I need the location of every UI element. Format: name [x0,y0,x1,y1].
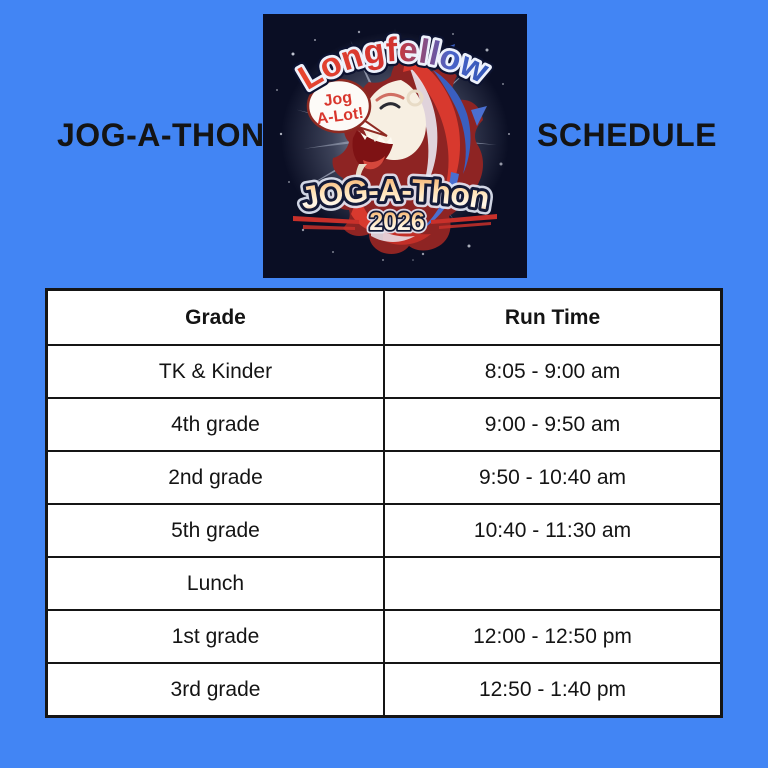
schedule-table: Grade Run Time TK & Kinder 8:05 - 9:00 am… [45,288,723,718]
ear-ring [406,89,424,107]
year-text: 2026 2026 2026 [366,205,429,240]
closed-eye [379,102,401,110]
grade-cell: 5th grade [45,503,385,558]
left-title: JOG-A-THON [57,117,265,153]
teeth [357,130,393,144]
table-row: 3rd grade 12:50 - 1:40 pm [45,662,723,718]
grade-cell: 4th grade [45,397,385,452]
bubble-text-line2: A-Lot! [316,105,365,128]
jogathon-logo: Jog A-Lot! Longfellow Longfellow Longfel… [263,14,527,278]
year-swoosh [293,214,497,230]
run-time-cell: 12:00 - 12:50 pm [383,609,723,664]
jogathon-logo-art: Jog A-Lot! Longfellow Longfellow Longfel… [263,14,527,278]
grade-cell: TK & Kinder [45,344,385,399]
run-time-cell: 8:05 - 9:00 am [383,344,723,399]
schedule-table-body: TK & Kinder 8:05 - 9:00 am 4th grade 9:00 -… [45,344,723,718]
run-time-cell: 9:50 - 10:40 am [383,450,723,505]
speckles [276,30,510,261]
grade-cell: 2nd grade [45,450,385,505]
table-row: Lunch [45,556,723,611]
table-row: 1st grade 12:00 - 12:50 pm [45,609,723,664]
table-row: TK & Kinder 8:05 - 9:00 am [45,344,723,399]
svg-text:2026: 2026 [369,208,425,236]
svg-text:2026: 2026 [369,208,425,236]
table-row: 4th grade 9:00 - 9:50 am [45,397,723,452]
svg-text:2026: 2026 [369,208,425,236]
column-header-run-time: Run Time [383,288,723,346]
speech-bubble: Jog A-Lot! [306,78,388,137]
run-time-cell: 12:50 - 1:40 pm [383,662,723,718]
grade-cell: 1st grade [45,609,385,664]
grade-cell: Lunch [45,556,385,611]
column-header-grade: Grade [45,288,385,346]
run-time-cell [383,556,723,611]
schedule-table-header-row: Grade Run Time [45,288,723,346]
run-time-cell: 10:40 - 11:30 am [383,503,723,558]
right-title: SCHEDULE [537,117,718,153]
table-row: 2nd grade 9:50 - 10:40 am [45,450,723,505]
tongue [363,156,385,170]
run-time-cell: 9:00 - 9:50 am [383,397,723,452]
schedule-table-container: Grade Run Time TK & Kinder 8:05 - 9:00 am… [45,288,723,730]
grade-cell: 3rd grade [45,662,385,718]
bubble-text-line1: Jog [323,89,354,110]
table-row: 5th grade 10:40 - 11:30 am [45,503,723,558]
